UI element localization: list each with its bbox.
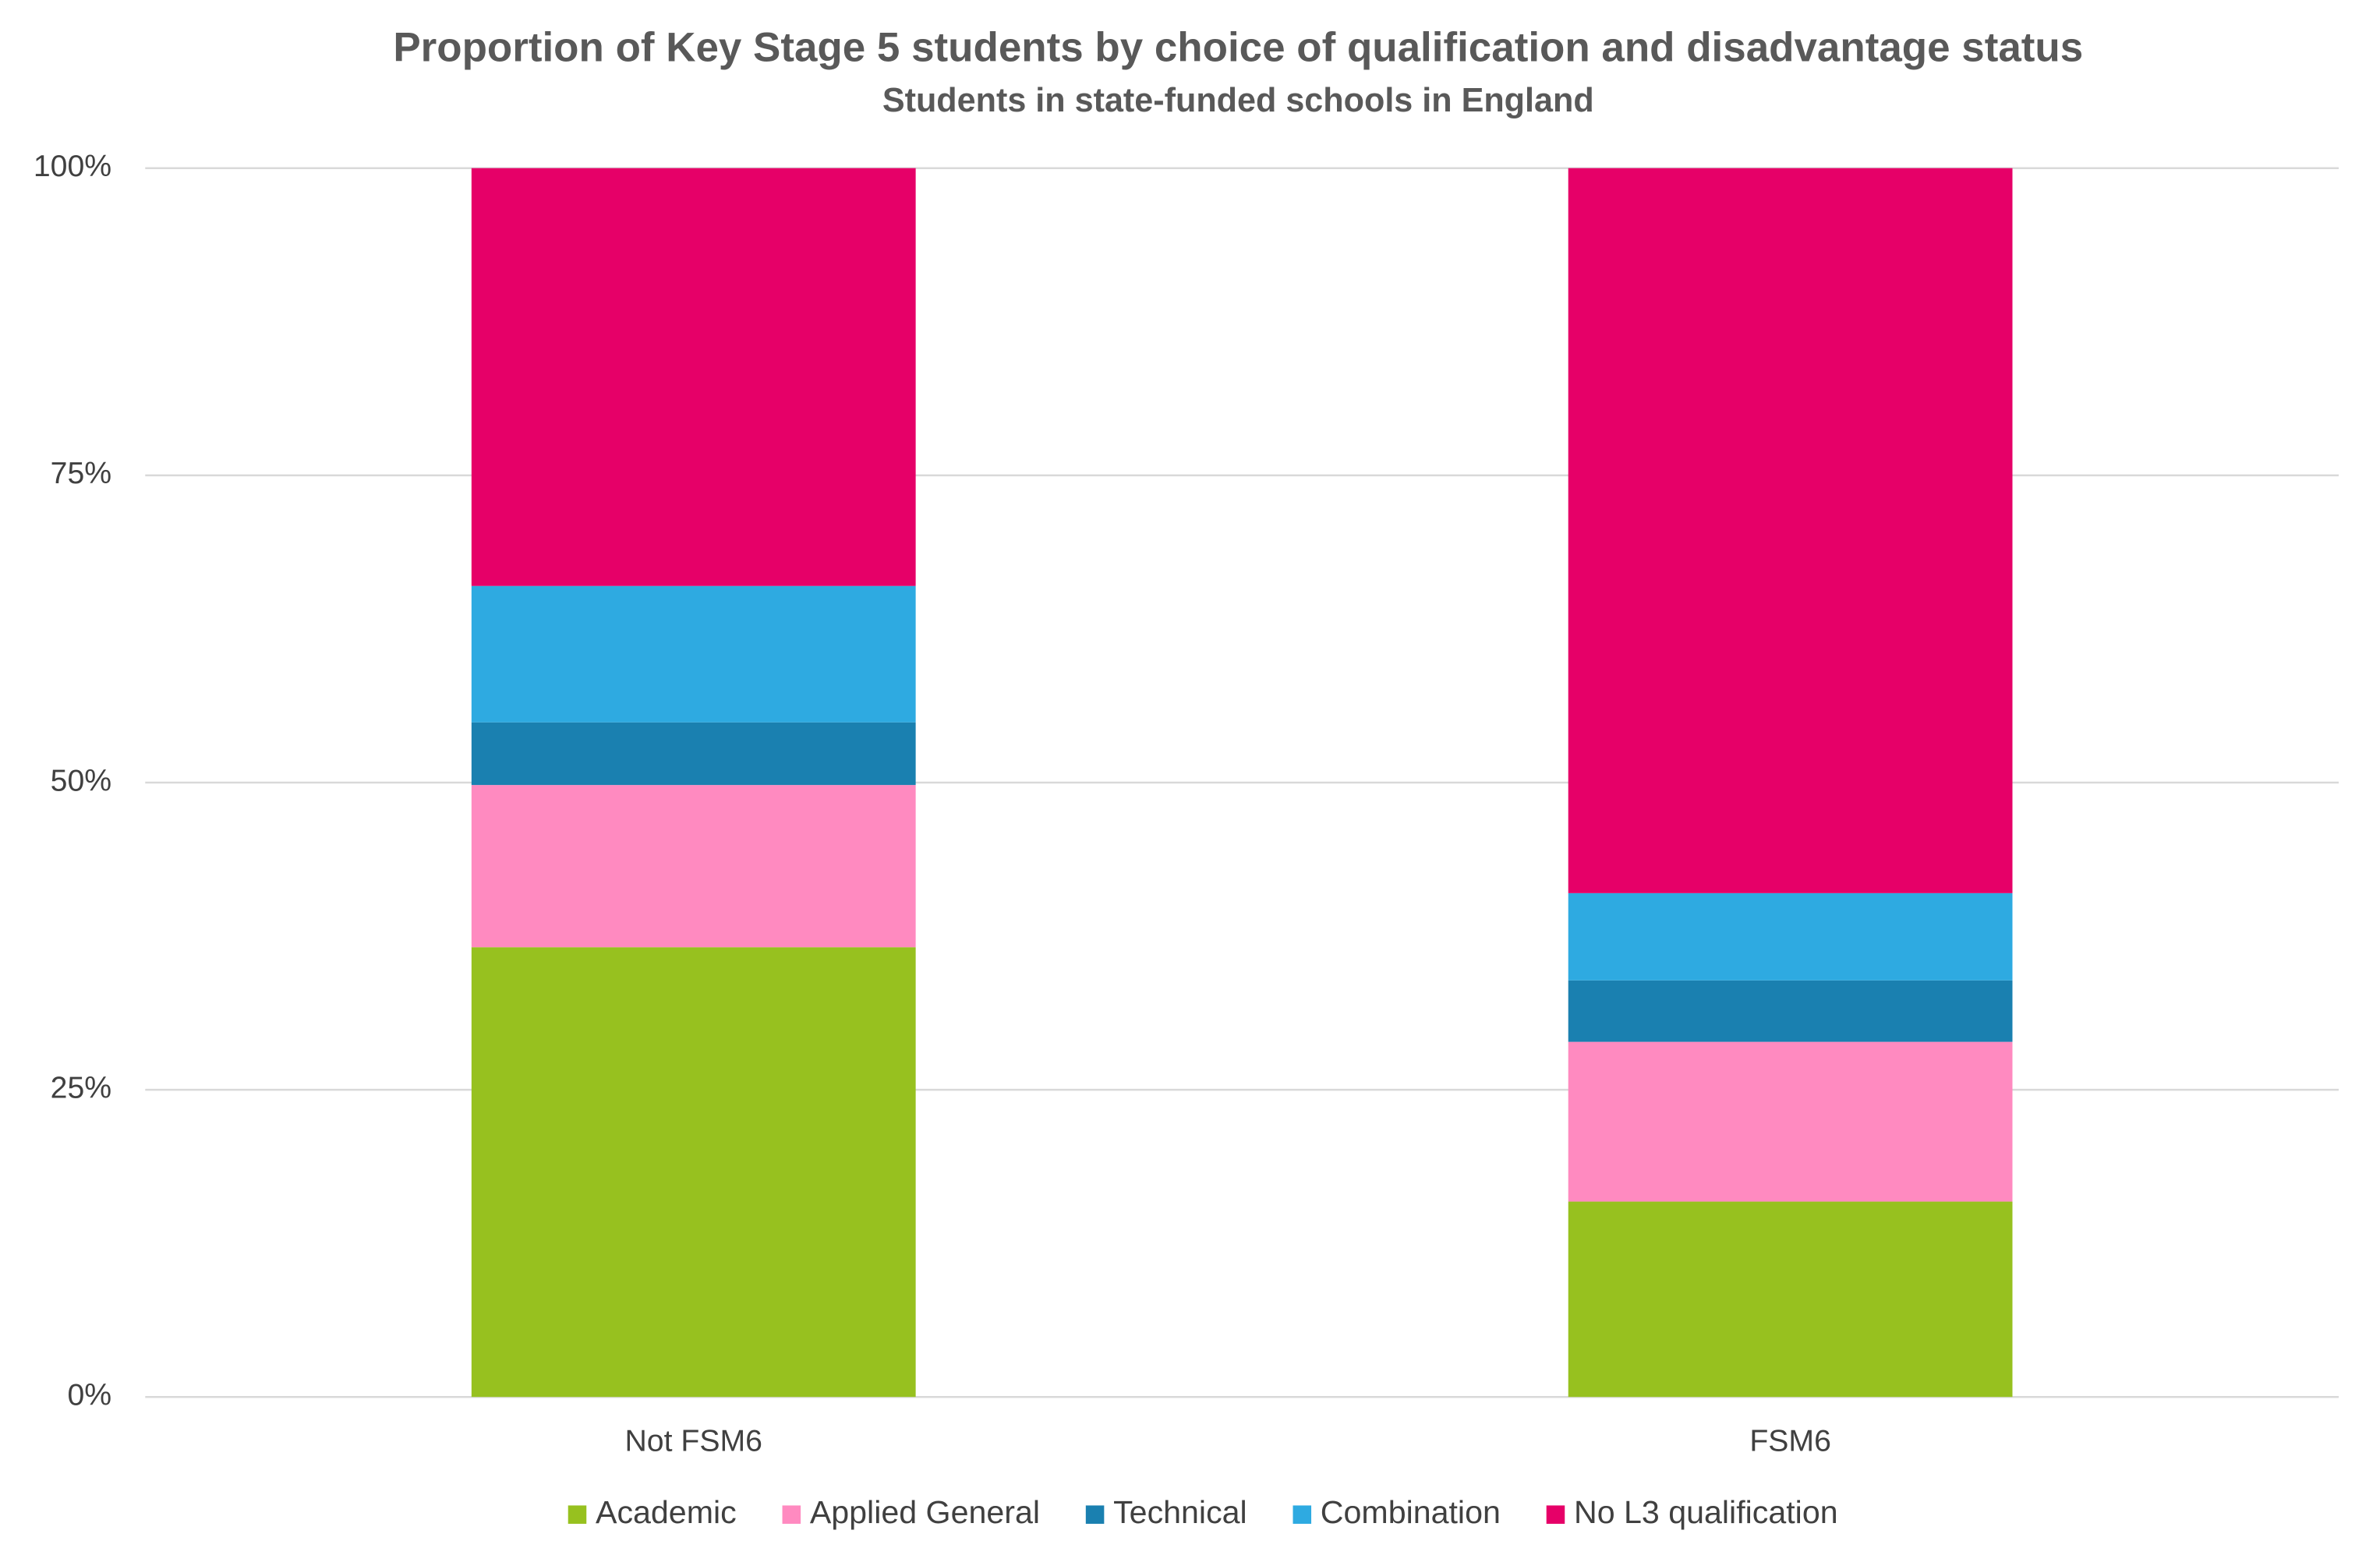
y-tick-label: 75% [51,457,111,490]
y-tick-label: 0% [67,1379,111,1412]
bar-segment [471,947,916,1398]
bar-segment [1568,1041,2013,1202]
x-tick-label: FSM6 [1749,1424,1831,1458]
y-tick-label: 50% [51,764,111,797]
legend-swatch [568,1505,587,1524]
y-tick-label: 25% [51,1071,111,1104]
x-tick-label: Not FSM6 [624,1424,762,1458]
legend-swatch [1546,1505,1565,1524]
bar-segment [1568,892,2013,981]
bar-segment [471,585,916,723]
bar-segment [1568,980,2013,1042]
legend-label: No L3 qualification [1574,1494,1838,1530]
bar-segment [471,722,916,786]
legend-label: Combination [1321,1494,1501,1530]
y-tick-label: 100% [34,150,111,183]
legend-label: Academic [596,1494,737,1530]
bar-segment [471,785,916,948]
chart-title: Proportion of Key Stage 5 students by ch… [393,25,2083,71]
bar-segment [1568,168,2013,893]
bar-segment [1568,1201,2013,1398]
chart-subtitle: Students in state-funded schools in Engl… [882,82,1594,119]
legend-swatch [782,1505,801,1524]
legend-label: Technical [1113,1494,1247,1530]
bar-segment [471,168,916,586]
legend-label: Applied General [810,1494,1040,1530]
legend-swatch [1085,1505,1105,1524]
legend-swatch [1293,1505,1312,1524]
